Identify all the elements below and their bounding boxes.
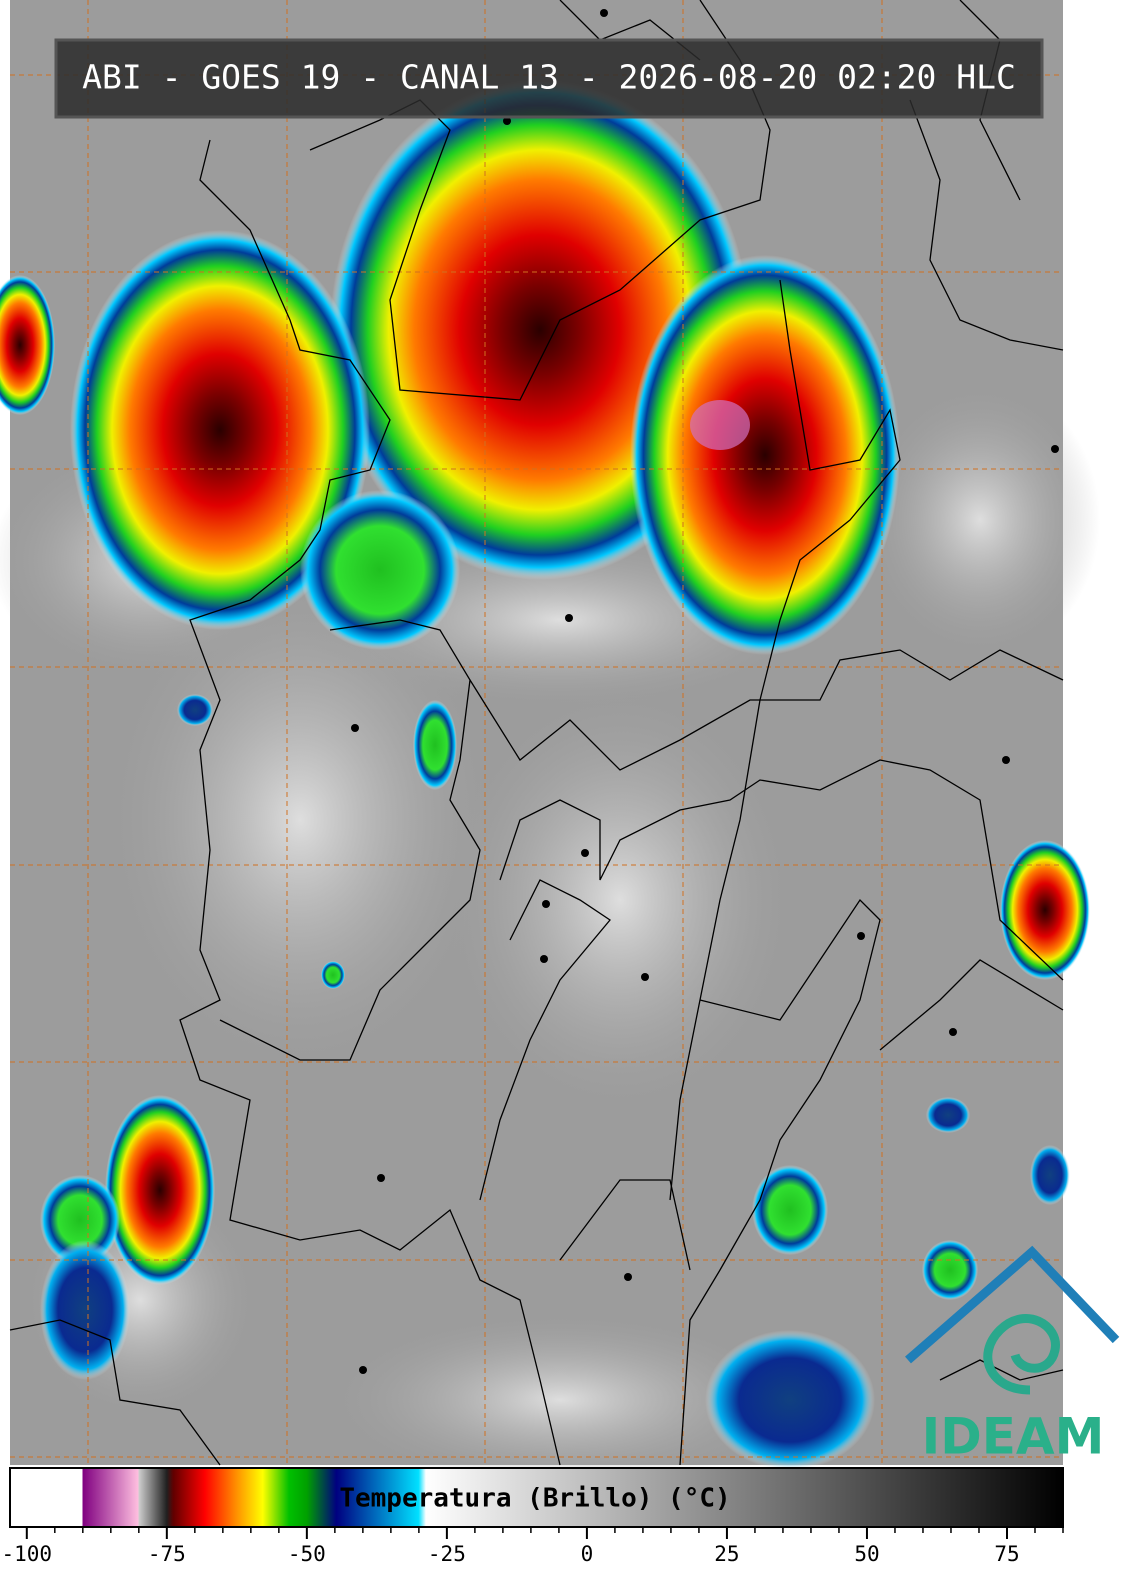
colorbar-tick-label: -50	[288, 1542, 326, 1566]
colorbar-tick-label: 25	[714, 1542, 739, 1566]
map-grid	[10, 0, 1063, 1465]
title: ABI - GOES 19 - CANAL 13 - 2026-08-20 02…	[82, 58, 1016, 97]
colorbar-tick-label: -25	[428, 1542, 466, 1566]
colorbar-label: Temperatura (Brillo) (°C)	[339, 1484, 730, 1514]
colorbar-tick-label: -75	[148, 1542, 186, 1566]
colorbar-tick-label: -100	[2, 1542, 53, 1566]
colorbar-tick-label: 0	[581, 1542, 594, 1566]
borders	[9, 0, 1064, 1466]
city-markers	[351, 9, 1059, 1374]
colorbar	[9, 1467, 1064, 1528]
ideam-logo: IDEAM	[905, 1245, 1120, 1466]
colorbar-tick-label: 50	[854, 1542, 879, 1566]
logo-text: IDEAM	[922, 1408, 1105, 1466]
colorbar-ticks: -100 -75 -50 -25 0 25 50 75	[2, 1527, 1064, 1566]
title-box	[54, 38, 1044, 119]
colorbar-tick-label: 75	[994, 1542, 1019, 1566]
storm-cells	[0, 80, 1090, 1470]
